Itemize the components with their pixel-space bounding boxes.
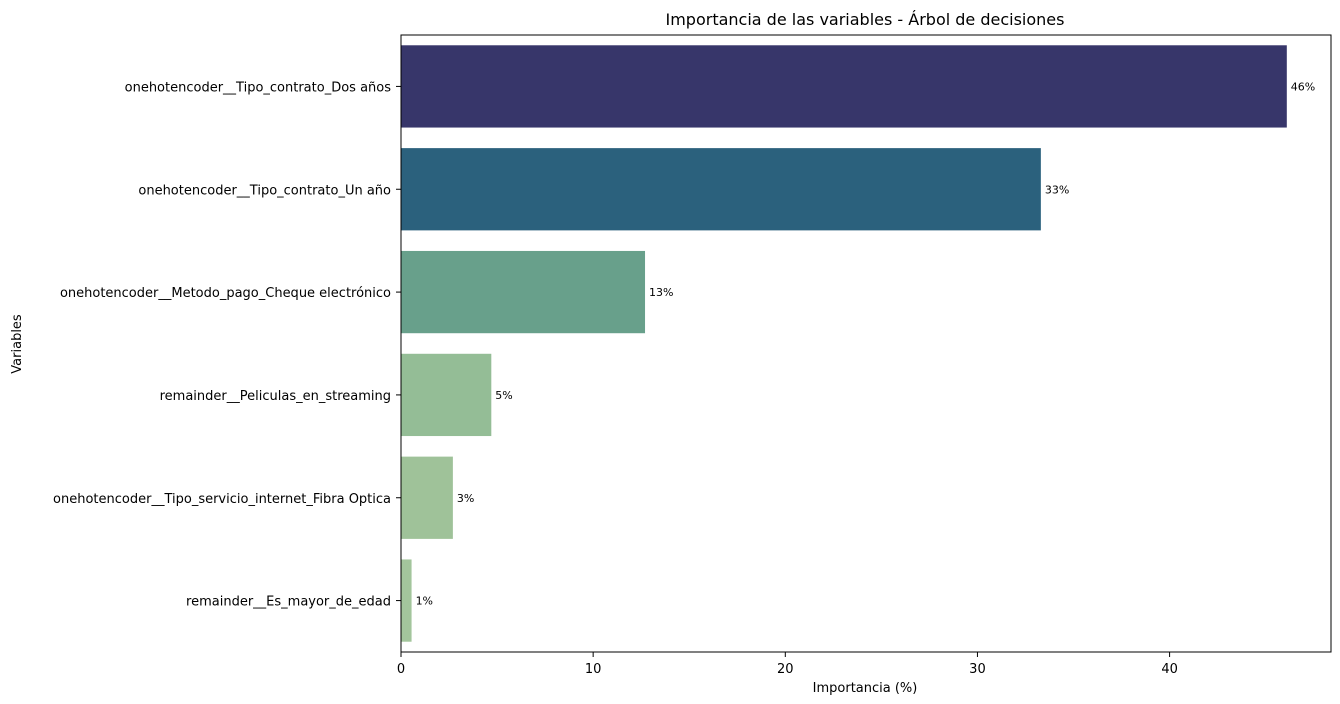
y-axis-label: Variables <box>10 314 25 374</box>
ticks-layer <box>396 85 1171 657</box>
data-label-6: 1% <box>416 595 433 608</box>
data-label-3: 13% <box>649 286 673 299</box>
x-tick-label: 30 <box>969 662 986 677</box>
x-tick-label: 0 <box>397 662 405 677</box>
data-label-2: 33% <box>1045 183 1069 196</box>
axes-spines <box>400 34 1332 653</box>
bar-3 <box>401 250 646 334</box>
chart-title: Importancia de las variables - Árbol de … <box>666 10 1065 29</box>
bar-5 <box>401 456 453 539</box>
x-tick-label: 40 <box>1161 662 1178 677</box>
x-axis-label: Importancia (%) <box>813 681 918 696</box>
data-label-4: 5% <box>495 389 512 402</box>
data-label-5: 3% <box>457 492 474 505</box>
x-tick-label: 20 <box>777 662 794 677</box>
y-tick-label: remainder__Peliculas_en_streaming <box>160 389 391 404</box>
bars-layer <box>401 45 1287 642</box>
data-label-1: 46% <box>1291 80 1315 93</box>
bar-6 <box>401 559 412 642</box>
bar-4 <box>401 353 492 437</box>
bar-2 <box>401 148 1041 231</box>
y-tick-label: onehotencoder__Metodo_pago_Cheque electr… <box>60 286 391 301</box>
y-tick-label: onehotencoder__Tipo_servicio_internet_Fi… <box>53 492 391 507</box>
y-tick-label: onehotencoder__Tipo_contrato_Dos años <box>125 80 392 95</box>
y-tick-label: remainder__Es_mayor_de_edad <box>186 595 391 610</box>
bar-1 <box>401 45 1287 128</box>
plot-frame <box>400 34 1332 653</box>
labels-layer: 46% onehotencoder__Tipo_contrato_Dos años… <box>53 80 1315 677</box>
y-tick-label: onehotencoder__Tipo_contrato_Un año <box>138 183 391 198</box>
x-tick-label: 10 <box>585 662 602 677</box>
